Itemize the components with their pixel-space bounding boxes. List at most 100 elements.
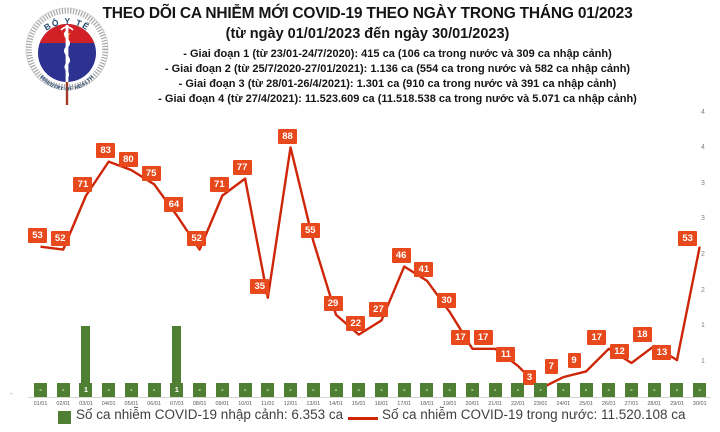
bar-data-label: - xyxy=(238,383,252,397)
x-tick-label: 12/01 xyxy=(283,401,298,407)
x-tick-label: 24/01 xyxy=(556,401,571,407)
line-data-label: 80 xyxy=(118,151,138,167)
x-tick-label: 15/01 xyxy=(351,401,366,407)
period-2-summary: - Giai đoạn 2 (từ 25/7/2020-27/01/2021):… xyxy=(164,63,631,75)
right-axis-tick-label: 2 xyxy=(701,286,705,294)
x-tick-label: 23/01 xyxy=(533,401,548,407)
page-subtitle: (từ ngày 01/01/2023 đến ngày 30/01/2023) xyxy=(225,26,510,42)
line-data-label: 17 xyxy=(473,330,493,346)
line-data-label: 18 xyxy=(632,327,652,343)
x-tick-label: 28/01 xyxy=(647,401,662,407)
bar-data-label: - xyxy=(443,383,457,397)
legend-bar-swatch-icon xyxy=(58,411,71,424)
bar-data-label: - xyxy=(511,383,525,397)
right-axis-tick-label: 2 xyxy=(701,250,705,258)
x-tick-label: 14/01 xyxy=(329,401,343,407)
x-tick-label: 04/01 xyxy=(101,401,116,407)
line-data-label: 53 xyxy=(678,231,698,247)
line-data-label: 11 xyxy=(496,347,516,363)
x-tick-label: 30/01 xyxy=(692,401,707,407)
line-data-label: 71 xyxy=(209,177,229,193)
line-data-label: 64 xyxy=(164,196,184,212)
right-axis-tick-label: 3 xyxy=(701,215,705,223)
bar-data-label: - xyxy=(488,383,502,397)
bar-data-label: - xyxy=(602,383,616,397)
x-tick-label: 07/01 xyxy=(169,401,184,407)
x-tick-label: 27/01 xyxy=(624,401,639,407)
bar-data-label: - xyxy=(670,383,684,397)
bar-data-label: - xyxy=(465,383,479,397)
bar-data-label: - xyxy=(579,383,593,397)
line-data-label: 88 xyxy=(278,128,298,144)
line-data-label: 13 xyxy=(652,344,672,360)
x-tick-label: 06/01 xyxy=(147,401,162,407)
x-tick-label: 20/01 xyxy=(465,401,480,407)
x-tick-label: 21/01 xyxy=(488,401,502,407)
x-tick-label: 22/01 xyxy=(510,401,525,407)
line-data-label: 52 xyxy=(50,231,70,247)
imported-cases-bar xyxy=(81,326,91,397)
x-tick-label: 01/01 xyxy=(33,401,48,407)
line-data-label: 52 xyxy=(187,231,207,247)
staff-lower-segment xyxy=(65,82,69,105)
bar-data-label: - xyxy=(102,383,116,397)
bar-data-label: - xyxy=(34,383,47,397)
line-data-label: 55 xyxy=(300,222,320,238)
bar-data-label: - xyxy=(306,383,320,397)
line-data-label: 12 xyxy=(610,344,629,360)
data-label-pointer xyxy=(195,244,202,250)
x-tick-label: 17/01 xyxy=(397,401,412,407)
x-tick-label: 10/01 xyxy=(238,401,252,407)
x-tick-label: 05/01 xyxy=(124,401,139,407)
x-tick-label: 29/01 xyxy=(670,401,684,407)
line-data-label: 77 xyxy=(232,160,252,176)
right-axis-tick-label: 4 xyxy=(701,144,705,152)
bar-data-label: - xyxy=(352,383,366,397)
line-data-label: 46 xyxy=(391,248,411,264)
line-data-label: 17 xyxy=(450,330,470,346)
line-data-label: 27 xyxy=(368,301,388,317)
legend-line-swatch-icon xyxy=(348,417,378,420)
bar-data-label: - xyxy=(56,383,70,397)
bar-data-label: - xyxy=(215,383,229,397)
imported-cases-bar xyxy=(172,326,182,397)
period-3-summary: - Giai đoạn 3 (từ 28/01-26/4/2021): 1.30… xyxy=(178,78,617,90)
right-axis-tick-label: 1 xyxy=(701,322,705,330)
x-tick-label: 08/01 xyxy=(192,401,207,407)
left-axis-zero-label: - xyxy=(10,391,13,398)
bar-data-label: - xyxy=(193,383,207,397)
line-data-label: 7 xyxy=(544,358,558,374)
line-data-label: 30 xyxy=(437,293,457,309)
ministry-of-health-logo: ★ BỘ Y TẾ MINISTRY OF HEALTH xyxy=(25,7,109,105)
x-axis-line xyxy=(28,396,711,398)
line-data-label: 53 xyxy=(28,228,47,244)
page-title: THEO DÕI CA NHIỄM MỚI COVID-19 THEO NGÀY… xyxy=(102,5,633,22)
x-tick-label: 11/01 xyxy=(261,401,275,407)
line-data-label: 29 xyxy=(323,296,343,312)
bar-data-label: - xyxy=(693,383,707,397)
x-tick-label: 03/01 xyxy=(79,401,93,407)
bar-data-label: - xyxy=(374,383,388,397)
x-tick-label: 02/01 xyxy=(56,401,71,407)
line-data-label: 22 xyxy=(346,316,366,332)
bar-data-label: - xyxy=(147,383,161,397)
asclepius-staff-icon xyxy=(60,25,74,82)
line-data-label: 17 xyxy=(587,330,607,346)
period-1-summary: - Giai đoạn 1 (từ 23/01-24/7/2020): 415 … xyxy=(183,48,612,60)
x-tick-label: 18/01 xyxy=(420,401,434,407)
line-data-label: 3 xyxy=(523,369,537,385)
x-tick-label: 26/01 xyxy=(601,401,616,407)
bar-data-label: - xyxy=(534,383,548,397)
right-axis-tick-label: 3 xyxy=(701,179,705,187)
legend-imported-cases-label: Số ca nhiễm COVID-19 nhập cảnh: 6.353 ca xyxy=(76,407,344,422)
period-summary-list: - Giai đoạn 1 (từ 23/01-24/7/2020): 415 … xyxy=(110,47,685,107)
line-data-label: 41 xyxy=(414,262,434,278)
x-tick-label: 16/01 xyxy=(374,401,389,407)
bar-data-label: - xyxy=(261,383,275,397)
trend-polyline xyxy=(40,146,701,390)
legend-domestic-cases-label: Số ca nhiễm COVID-19 trong nước: 11.520.… xyxy=(382,407,686,422)
period-4-summary: - Giai đoạn 4 (từ 27/4/2021): 11.523.609… xyxy=(158,93,637,105)
x-tick-label: 19/01 xyxy=(442,401,457,407)
bar-data-label: 1 xyxy=(79,383,93,397)
